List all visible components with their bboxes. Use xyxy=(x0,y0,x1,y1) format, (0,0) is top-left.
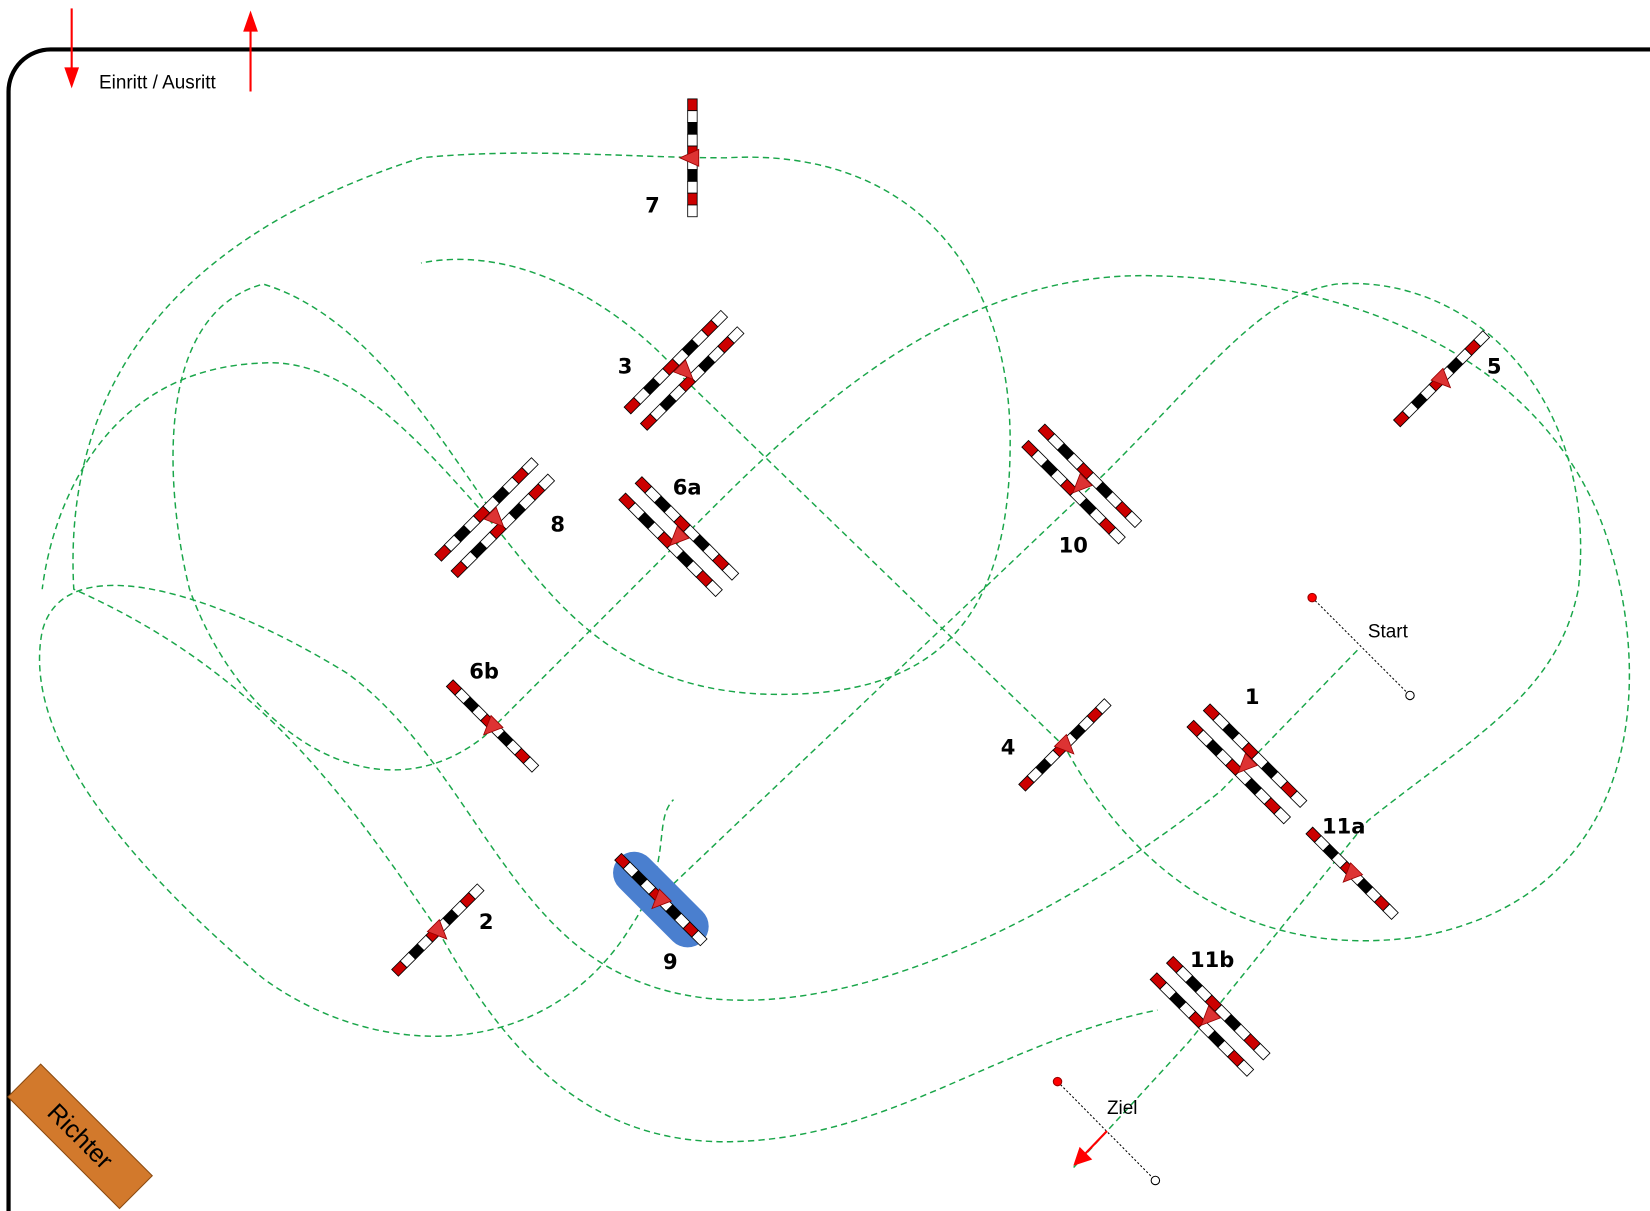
obstacle-number: 10 xyxy=(1059,532,1088,557)
finish-post xyxy=(1052,1076,1063,1087)
obstacle xyxy=(614,852,708,947)
finish-post xyxy=(1150,1175,1161,1186)
entry-label: Einritt / Ausritt xyxy=(99,72,216,93)
obstacle xyxy=(618,476,740,598)
obstacle-number: 11b xyxy=(1190,947,1234,972)
pole-segment xyxy=(1095,698,1112,715)
exit-arrowhead xyxy=(243,10,258,32)
route-line xyxy=(672,282,1582,1169)
pole-segment xyxy=(1273,806,1292,825)
obstacle xyxy=(391,883,485,977)
direction-arrow xyxy=(482,714,504,736)
obstacle xyxy=(1149,955,1271,1077)
finish-arrowhead xyxy=(1073,1146,1093,1166)
direction-arrow xyxy=(1053,733,1075,755)
pole-segment xyxy=(687,98,698,112)
direction-arrow xyxy=(678,148,700,167)
obstacle xyxy=(1018,698,1112,792)
direction-arrow xyxy=(672,359,694,381)
pole-segment xyxy=(710,309,729,328)
obstacle-number: 3 xyxy=(618,354,633,379)
pole-segment xyxy=(1124,510,1143,529)
obstacle xyxy=(678,98,700,218)
obstacle xyxy=(1186,703,1308,825)
obstacle-number: 7 xyxy=(645,193,660,218)
direction-arrow xyxy=(1200,1005,1222,1027)
pole-segment xyxy=(721,563,740,581)
pole-segment xyxy=(521,457,539,475)
direction-arrow xyxy=(1342,862,1364,883)
pole-segment xyxy=(1289,790,1308,808)
start-post xyxy=(1405,690,1415,701)
obstacle-number: 11a xyxy=(1322,813,1365,838)
judge-rect xyxy=(7,1063,154,1210)
pole-segment xyxy=(1236,1059,1255,1077)
pole-segment xyxy=(687,204,698,218)
obstacle-number: 6a xyxy=(673,475,702,500)
direction-arrow xyxy=(1072,472,1093,494)
obstacle xyxy=(434,457,556,579)
obstacle xyxy=(1021,423,1143,545)
pole-segment xyxy=(1253,1042,1271,1061)
obstacle-number: 4 xyxy=(1001,734,1016,759)
obstacle-number: 2 xyxy=(479,909,494,934)
obstacle-number: 1 xyxy=(1245,684,1260,709)
pole-segment xyxy=(537,473,556,492)
pole-segment xyxy=(522,756,540,773)
pole-segment xyxy=(687,110,698,123)
pole-segment xyxy=(705,579,723,598)
obstacle xyxy=(1305,826,1399,920)
direction-arrow xyxy=(651,888,673,910)
finish-arrow xyxy=(1080,1130,1108,1159)
entry-arrowhead xyxy=(64,67,80,89)
route-line xyxy=(437,929,1158,1143)
start-line xyxy=(1311,597,1411,696)
direction-arrow xyxy=(426,918,448,940)
obstacle-number: 6b xyxy=(469,659,499,684)
pole-segment xyxy=(1108,526,1126,545)
arena-border xyxy=(6,47,1650,1211)
route-line xyxy=(41,152,1011,931)
direction-arrow xyxy=(1430,367,1452,389)
obstacle-number: 9 xyxy=(663,949,678,974)
pole-segment xyxy=(687,169,698,182)
route-line xyxy=(38,584,1358,1037)
start-label: Start xyxy=(1368,622,1409,643)
pole-segment xyxy=(1382,903,1399,920)
pole-segment xyxy=(687,192,698,206)
pole-segment xyxy=(1473,330,1491,347)
start-post xyxy=(1307,592,1317,603)
finish-label: Ziel xyxy=(1107,1098,1138,1119)
obstacle-number: 5 xyxy=(1487,354,1502,379)
route-line xyxy=(172,258,1631,942)
direction-arrow xyxy=(669,525,690,547)
pole-segment xyxy=(687,180,698,194)
direction-arrow xyxy=(483,506,505,528)
obstacle-number: 8 xyxy=(550,511,565,536)
pole-segment xyxy=(687,122,698,135)
pole-segment xyxy=(687,133,698,147)
pole-segment xyxy=(726,326,745,344)
pole-segment xyxy=(691,929,708,947)
obstacle xyxy=(445,679,540,773)
obstacle xyxy=(1392,330,1491,428)
course-route xyxy=(38,152,1631,1169)
direction-arrow xyxy=(1237,752,1259,774)
judge-box: Richter xyxy=(7,1063,154,1210)
obstacle xyxy=(623,309,745,431)
pole-segment xyxy=(468,883,485,900)
